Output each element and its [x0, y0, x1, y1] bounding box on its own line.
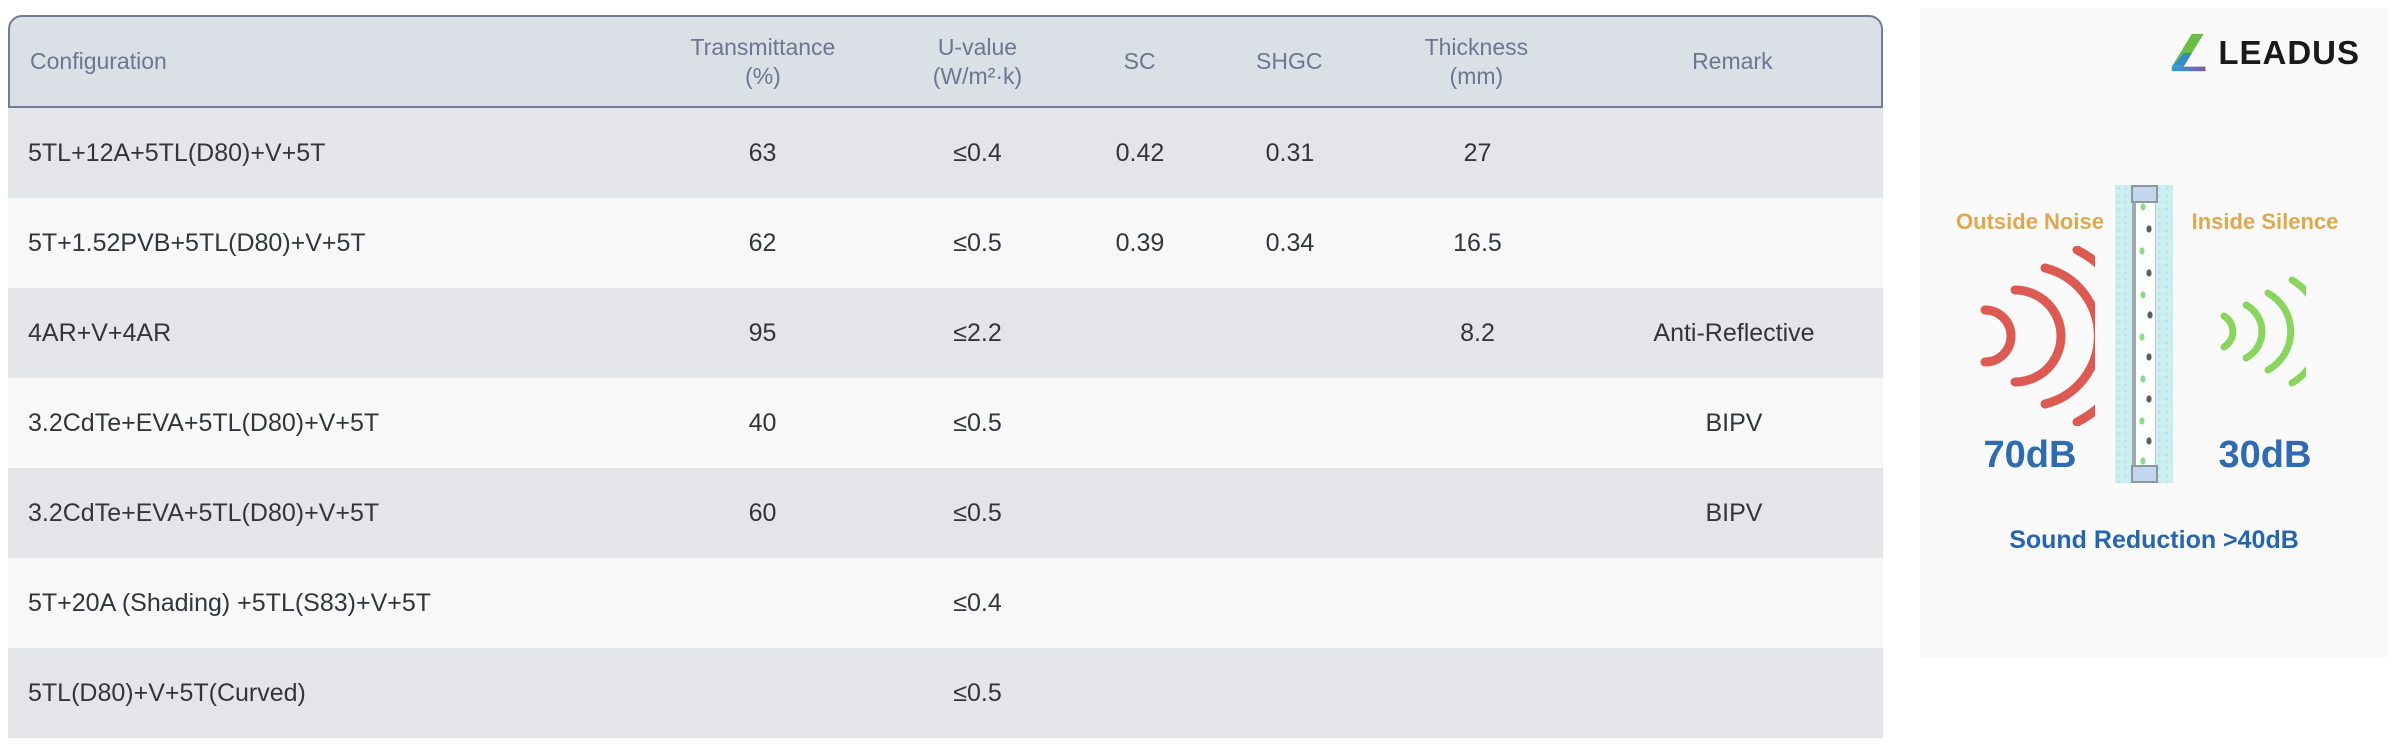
cell-thickness: 8.2: [1460, 318, 1495, 347]
cell-u-value: ≤0.5: [953, 498, 1002, 527]
cell-shgc: 0.34: [1265, 228, 1315, 257]
cell-transmittance: 95: [748, 318, 777, 347]
cell-u-value: ≤0.5: [953, 228, 1002, 257]
sound-reduction-panel: LEADUS Outside Noise Inside Silence: [1920, 8, 2388, 658]
header-configuration: Configuration: [30, 48, 167, 74]
outside-sound-wave-icon: [1980, 246, 2095, 426]
cell-u-value: ≤0.4: [953, 588, 1002, 617]
cell-remark: BIPV: [1705, 498, 1763, 527]
cell-configuration: 5T+20A (Shading) +5TL(S83)+V+5T: [28, 588, 432, 617]
glass-spec-table: Configuration Transmittance (%) U-value (W…: [8, 15, 1883, 738]
header-thickness: Thickness (mm): [1424, 33, 1529, 89]
leadus-logo: LEADUS: [2170, 30, 2360, 76]
sound-reduction-caption: Sound Reduction >40dB: [2009, 526, 2299, 554]
cell-remark: Anti-Reflective: [1653, 318, 1815, 347]
cell-u-value: ≤2.2: [953, 318, 1002, 347]
glass-pane-inner: [2156, 185, 2173, 483]
glass-pane-outer: [2115, 185, 2132, 483]
inside-db-value: 30dB: [2218, 434, 2312, 476]
table-row: 3.2CdTe+EVA+5TL(D80)+V+5T 60 ≤0.5 BIPV: [8, 468, 1883, 558]
cell-configuration: 5TL+12A+5TL(D80)+V+5T: [28, 138, 326, 167]
table-row: 5T+20A (Shading) +5TL(S83)+V+5T ≤0.4: [8, 558, 1883, 648]
cell-configuration: 3.2CdTe+EVA+5TL(D80)+V+5T: [28, 408, 380, 437]
header-u-value: U-value (W/m²·k): [932, 33, 1023, 89]
cell-u-value: ≤0.5: [953, 408, 1002, 437]
cell-configuration: 4AR+V+4AR: [28, 318, 172, 347]
glass-cavity: [2136, 185, 2156, 483]
cell-transmittance: 40: [748, 408, 777, 437]
cell-shgc: 0.31: [1265, 138, 1315, 167]
cell-u-value: ≤0.4: [953, 138, 1002, 167]
glass-sheet-line: [2132, 185, 2136, 483]
table-row: 5T+1.52PVB+5TL(D80)+V+5T 62 ≤0.5 0.39 0.…: [8, 198, 1883, 288]
table-row: 5TL+12A+5TL(D80)+V+5T 63 ≤0.4 0.42 0.31 …: [8, 108, 1883, 198]
cell-configuration: 5TL(D80)+V+5T(Curved): [28, 678, 306, 707]
cell-transmittance: 60: [748, 498, 777, 527]
cavity-particles: [2139, 203, 2153, 465]
header-sc: SC: [1123, 48, 1156, 74]
cell-transmittance: 62: [748, 228, 777, 257]
inside-sound-wave-icon: [2220, 276, 2306, 387]
logo-wordmark: LEADUS: [2218, 34, 2360, 71]
table-row: 5TL(D80)+V+5T(Curved) ≤0.5: [8, 648, 1883, 738]
cell-thickness: 16.5: [1453, 228, 1502, 257]
cell-transmittance: 63: [748, 138, 777, 167]
cell-configuration: 3.2CdTe+EVA+5TL(D80)+V+5T: [28, 498, 380, 527]
cell-configuration: 5T+1.52PVB+5TL(D80)+V+5T: [28, 228, 366, 257]
header-remark: Remark: [1692, 48, 1773, 74]
glass-spacer-top: [2131, 185, 2158, 203]
header-transmittance: Transmittance (%): [690, 33, 836, 89]
leadus-logo-icon: [2172, 33, 2206, 72]
table-row: 3.2CdTe+EVA+5TL(D80)+V+5T 40 ≤0.5 BIPV: [8, 378, 1883, 468]
inside-silence-label: Inside Silence: [2191, 209, 2339, 234]
cell-thickness: 27: [1463, 138, 1492, 167]
table-header-row: Configuration Transmittance (%) U-value (W…: [8, 15, 1883, 108]
outside-db-value: 70dB: [1983, 434, 2077, 476]
header-shgc: SHGC: [1256, 48, 1323, 74]
cell-remark: BIPV: [1705, 408, 1763, 437]
glass-spacer-bottom: [2131, 465, 2158, 483]
insulated-glass-unit: [2115, 185, 2173, 483]
cell-sc: 0.42: [1115, 138, 1165, 167]
cell-u-value: ≤0.5: [953, 678, 1002, 707]
outside-noise-label: Outside Noise: [1956, 209, 2104, 234]
table-row: 4AR+V+4AR 95 ≤2.2 8.2 Anti-Reflective: [8, 288, 1883, 378]
cell-sc: 0.39: [1115, 228, 1165, 257]
